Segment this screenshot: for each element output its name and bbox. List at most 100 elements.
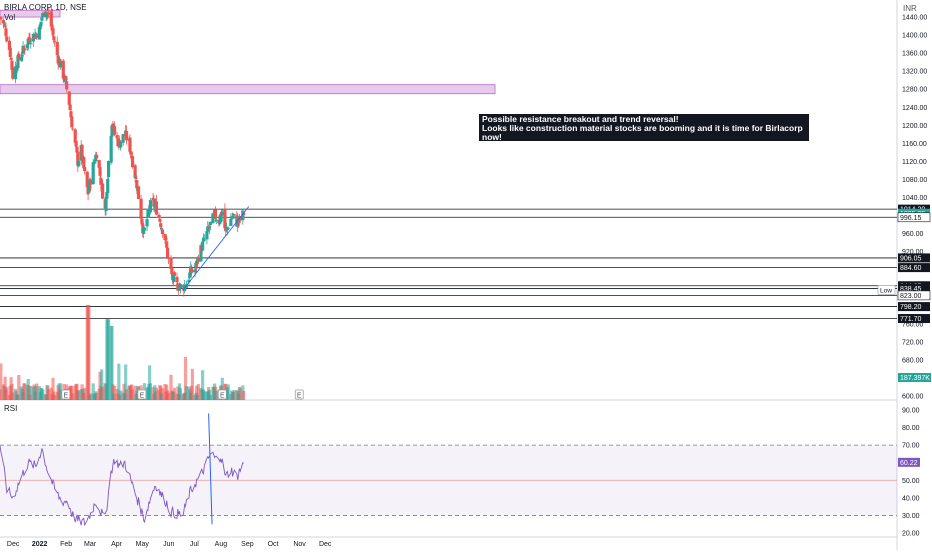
price-axis-tick: 1400.00 [902,33,927,40]
annotation-line-1: Possible resistance breakout and trend r… [482,114,679,124]
volume-bar [3,376,7,400]
price-axis-tick: 1080.00 [902,177,927,184]
volume-bar [176,386,180,400]
volume-bar [178,388,183,400]
candle-body [19,56,23,61]
support-trendline [182,206,250,291]
candle-body [229,218,233,226]
price-tag-label: 906.05 [900,255,922,262]
candles-group [0,5,246,297]
volume-bar [124,389,129,400]
candle-body [193,269,197,273]
candle-body [172,272,177,276]
candle-body [104,197,108,212]
price-axis-tick: 1120.00 [902,159,927,166]
candle-body [2,24,6,26]
volume-bar [166,392,171,400]
candle-body [236,220,241,222]
time-axis-tick: Dec [7,541,20,548]
earnings-marker-label: E [297,393,302,400]
candle-body [153,204,157,208]
rsi-axis-tick: 70.00 [902,443,920,450]
candle-body [49,11,53,27]
candle-body [139,198,143,219]
rsi-axis-tick: 30.00 [902,513,920,520]
volume-tag-label: 187.397K [900,375,930,382]
candle-body [158,218,162,222]
candle-body [232,214,236,216]
candle-body [61,60,65,79]
candle-body [187,279,191,283]
volume-bar [172,387,177,400]
price-axis-tick: 680.00 [902,357,924,364]
candle-body [13,66,17,80]
rsi-value-tag-box [898,457,920,467]
candle-body [196,258,200,262]
candle-body [135,180,139,189]
candle-body [37,27,41,40]
candle-body [98,167,102,176]
volume-bar [110,325,114,400]
candle-body [16,55,20,69]
candle-body [74,140,78,147]
candle-body [7,40,12,50]
candle-body [82,156,86,169]
candle-body [148,200,153,213]
volume-bar [122,383,126,400]
volume-bar [195,385,199,400]
candle-body [177,286,182,291]
candle-body [28,38,32,43]
rsi-line [0,445,244,527]
candle-body [51,28,55,35]
volume-bar [89,393,93,400]
rsi-axis-tick: 80.00 [902,425,920,432]
candle-body [59,61,63,68]
time-axis-tick: May [136,541,150,548]
candle-body [128,137,132,152]
price-axis-tick: 1200.00 [902,123,927,130]
price-axis-tick: 1440.00 [902,15,927,22]
time-axis-tick: Feb [60,541,72,548]
volume-bar [51,377,55,400]
volume-bar [151,387,155,400]
rsi-label: RSI [4,404,18,413]
candle-body [20,55,24,57]
candle-body [166,257,171,260]
candle-body [68,104,72,111]
candle-body [154,201,159,215]
volume-bar [23,383,27,400]
candle-body [218,214,223,223]
time-axis-tick: Nov [293,541,306,548]
price-axis-tick: 1320.00 [902,69,927,76]
low-label: Low [880,287,892,294]
volume-bar [95,392,99,400]
rsi-axis-tick: 20.00 [902,531,920,538]
resistance-zone [0,84,496,95]
candle-body [80,144,84,159]
candle-body [15,67,19,70]
candle-body [26,38,30,45]
candle-body [226,227,230,229]
candle-body [85,171,89,188]
annotation-box[interactable]: Possible resistance breakout and trend r… [479,114,809,151]
candle-body [47,13,51,15]
price-tag-label: 771.70 [900,316,922,323]
candle-body [89,180,93,185]
rsi-axis-tick: 50.00 [902,478,920,485]
candle-body [170,267,174,275]
volume-bar [226,384,230,400]
price-tag-box [898,283,930,293]
earnings-marker-label: E [63,393,68,400]
price-tag-box [898,263,930,273]
candle-body [44,13,48,18]
candle-body [110,125,114,137]
candle-body [202,239,206,241]
time-axis-tick: Dec [319,541,332,548]
candle-body [91,162,95,185]
candle-body [165,247,170,258]
candle-body [25,44,29,49]
candle-body [1,19,6,24]
time-axis-tick: Sep [241,541,254,548]
